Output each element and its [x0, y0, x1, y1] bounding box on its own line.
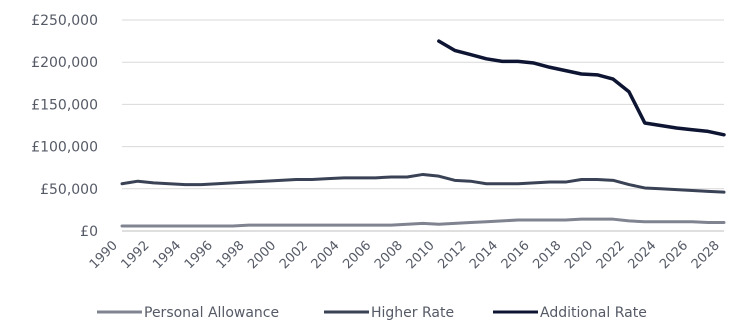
- legend-item-additional-rate: Additional Rate: [493, 305, 647, 321]
- x-tick-label: 2020: [562, 238, 596, 272]
- legend-label: Additional Rate: [540, 305, 647, 321]
- y-tick-label: £250,000: [31, 13, 98, 29]
- y-tick-label: £0: [80, 224, 98, 240]
- x-tick-label: 2006: [340, 238, 374, 272]
- series-line-additional-rate: [437, 39, 726, 137]
- legend-label: Higher Rate: [371, 305, 454, 321]
- x-tick-label: 1994: [150, 238, 184, 272]
- x-tick-label: 1992: [119, 238, 153, 272]
- series-line-personal-allowance: [120, 217, 726, 228]
- series-line-higher-rate: [120, 172, 726, 194]
- x-tick-label: 2026: [657, 238, 691, 272]
- legend-item-personal-allowance: Personal Allowance: [97, 305, 279, 321]
- x-tick-label: 2002: [277, 238, 311, 272]
- x-tick-label: 1996: [182, 238, 216, 272]
- x-tick-label: 1998: [214, 238, 248, 272]
- x-tick-label: 2010: [404, 238, 438, 272]
- y-tick-label: £50,000: [40, 182, 98, 198]
- y-axis-tick-labels: £0 £50,000 £100,000 £150,000 £200,000 £250,00…: [31, 13, 98, 240]
- x-tick-label: 2000: [245, 238, 279, 272]
- x-tick-label: 2022: [594, 238, 628, 272]
- x-tick-label: 2016: [499, 238, 533, 272]
- x-tick-label: 2018: [530, 238, 564, 272]
- x-tick-label: 2004: [309, 238, 343, 272]
- x-tick-label: 2024: [625, 238, 659, 272]
- series-lines: [120, 39, 726, 228]
- x-tick-label: 1990: [87, 238, 121, 272]
- x-tick-label: 2008: [372, 238, 406, 272]
- x-tick-label: 2028: [689, 238, 723, 272]
- legend-label: Personal Allowance: [144, 305, 279, 321]
- x-tick-label: 2014: [467, 238, 501, 272]
- y-tick-label: £200,000: [31, 55, 98, 71]
- gridlines: [122, 19, 724, 232]
- y-tick-label: £100,000: [31, 140, 98, 156]
- x-tick-label: 2012: [435, 238, 469, 272]
- y-tick-label: £150,000: [31, 97, 98, 113]
- legend-item-higher-rate: Higher Rate: [324, 305, 454, 321]
- legend: Personal Allowance Higher Rate Additional …: [97, 305, 647, 321]
- x-axis-tick-labels: 1990199219941996199820002002200420062008…: [87, 238, 723, 272]
